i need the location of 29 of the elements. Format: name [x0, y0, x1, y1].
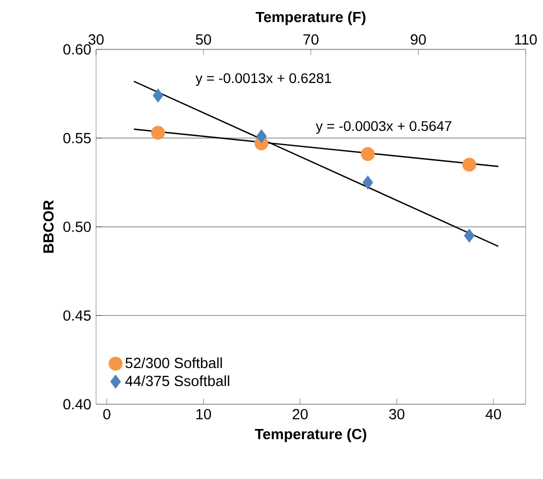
x2-tick-label: 70: [303, 34, 318, 45]
x-axis-title: Temperature (C): [254, 428, 366, 442]
x2-axis-title: Temperature (F): [256, 11, 366, 26]
point: [360, 147, 375, 162]
point: [151, 126, 165, 140]
x-tick-label: 40: [486, 408, 502, 420]
x2-tick-label: 30: [88, 34, 104, 45]
y-tick-label: 0.40: [63, 399, 91, 410]
point: [464, 228, 475, 243]
x-tick-label: 20: [292, 408, 308, 420]
x-tick-label: 30: [389, 408, 404, 420]
legend-label: 44/375 Ssoftball: [125, 375, 230, 386]
annotation: y = -0.0013x + 0.6281: [195, 73, 332, 86]
x-tick-label: 10: [196, 408, 212, 420]
y-tick-label: 0.60: [63, 44, 91, 55]
x2-tick-label: 110: [515, 34, 537, 45]
y-tick-label: 0.45: [63, 310, 91, 321]
annotation: y = -0.0003x + 0.5647: [316, 121, 452, 134]
x-tick-label: 0: [103, 408, 110, 420]
point: [256, 129, 267, 144]
y-tick-label: 0.50: [63, 222, 91, 232]
point: [152, 88, 164, 102]
point: [462, 158, 476, 172]
y-axis-title: BBCOR: [43, 200, 54, 253]
legend-label: 52/300 Softball: [126, 357, 222, 368]
y-tick-label: 0.55: [63, 132, 91, 144]
x2-tick-label: 50: [196, 34, 212, 45]
x2-tick-label: 90: [410, 34, 426, 45]
point: [362, 176, 374, 190]
